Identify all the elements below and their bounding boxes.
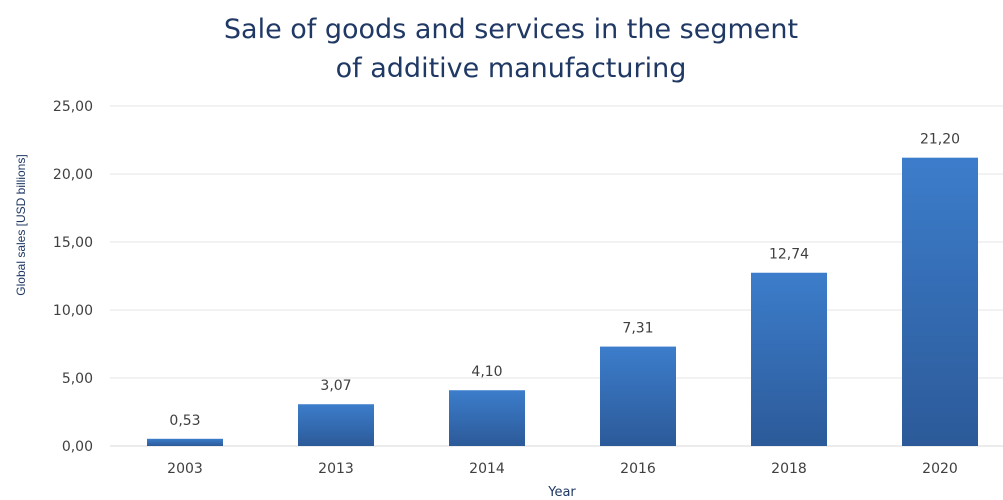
bar-2020 [902, 157, 978, 446]
bar-2014 [449, 390, 525, 446]
bar-2016 [600, 346, 676, 446]
x-tick-label: 2016 [620, 461, 656, 477]
y-tick-label: 5,00 [62, 371, 93, 387]
chart-title-line-1: Sale of goods and services in the segmen… [224, 14, 798, 45]
y-tick-label: 20,00 [53, 167, 93, 183]
data-label-2013: 3,07 [320, 378, 351, 394]
data-label-2018: 12,74 [769, 247, 809, 263]
gridlines [110, 105, 1003, 447]
x-tick-label: 2020 [922, 461, 958, 477]
data-label-2020: 21,20 [920, 132, 960, 148]
x-axis-title: Year [547, 485, 576, 500]
data-label-2014: 4,10 [471, 364, 502, 380]
x-tick-label: 2014 [469, 461, 505, 477]
y-tick-label: 25,00 [53, 99, 93, 115]
data-label-2016: 7,31 [622, 321, 653, 337]
bars [147, 157, 978, 446]
bar-2013 [298, 404, 374, 446]
y-axis-title: Global sales [USD billions] [14, 154, 28, 295]
x-tick-label: 2013 [318, 461, 354, 477]
bar-2003 [147, 438, 223, 446]
y-tick-label: 10,00 [53, 303, 93, 319]
data-label-2003: 0,53 [169, 413, 200, 429]
bar-2018 [751, 272, 827, 446]
x-axis-ticks: 2003 2013 2014 2016 2018 2020 [167, 461, 958, 477]
x-tick-label: 2018 [771, 461, 807, 477]
y-axis-ticks: 0,00 5,00 10,00 15,00 20,00 25,00 [53, 99, 93, 455]
chart-title-line-2: of additive manufacturing [336, 53, 687, 84]
y-tick-label: 0,00 [62, 439, 93, 455]
x-tick-label: 2003 [167, 461, 203, 477]
data-labels: 0,53 3,07 4,10 7,31 12,74 21,20 [169, 132, 960, 429]
y-tick-label: 15,00 [53, 235, 93, 251]
